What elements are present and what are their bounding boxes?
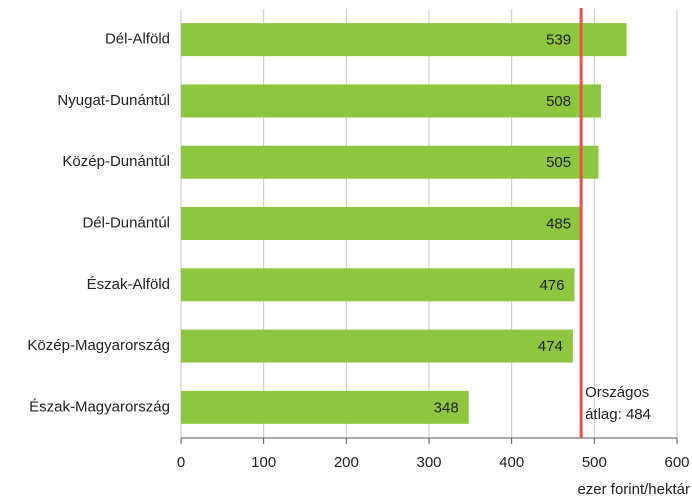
y-tick-label: Közép-Magyarország	[27, 337, 170, 354]
x-tick-label: 200	[334, 454, 359, 471]
x-tick-label: 400	[499, 454, 524, 471]
y-tick-label: Észak-Magyarország	[29, 398, 170, 415]
x-tick-label: 0	[177, 454, 185, 471]
annotation: átlag: 484	[585, 406, 651, 423]
x-tick-label: 500	[582, 454, 607, 471]
bar	[181, 329, 573, 363]
value-label: 485	[546, 215, 571, 232]
bar	[181, 84, 601, 118]
y-tick-label: Észak-Alföld	[87, 276, 170, 293]
x-axis-label: ezer forint/hektár	[577, 481, 690, 498]
annotation: Országos	[585, 384, 649, 401]
value-label: 508	[546, 93, 571, 110]
x-tick-label: 300	[416, 454, 441, 471]
y-tick-label: Közép-Dunántúl	[62, 153, 170, 170]
y-tick-label: Nyugat-Dunántúl	[57, 92, 170, 109]
value-label: 539	[546, 32, 571, 49]
bar	[181, 268, 575, 302]
bar	[181, 23, 627, 57]
value-label: 474	[538, 338, 563, 355]
bar	[181, 207, 582, 240]
y-tick-label: Dél-Dunántúl	[82, 214, 170, 231]
value-label: 505	[546, 154, 571, 171]
bar	[181, 390, 469, 424]
x-tick-label: 100	[251, 454, 276, 471]
bar	[181, 145, 599, 179]
y-tick-label: Dél-Alföld	[105, 31, 170, 48]
value-label: 476	[539, 277, 564, 294]
x-tick-label: 600	[664, 454, 689, 471]
value-label: 348	[434, 399, 459, 416]
